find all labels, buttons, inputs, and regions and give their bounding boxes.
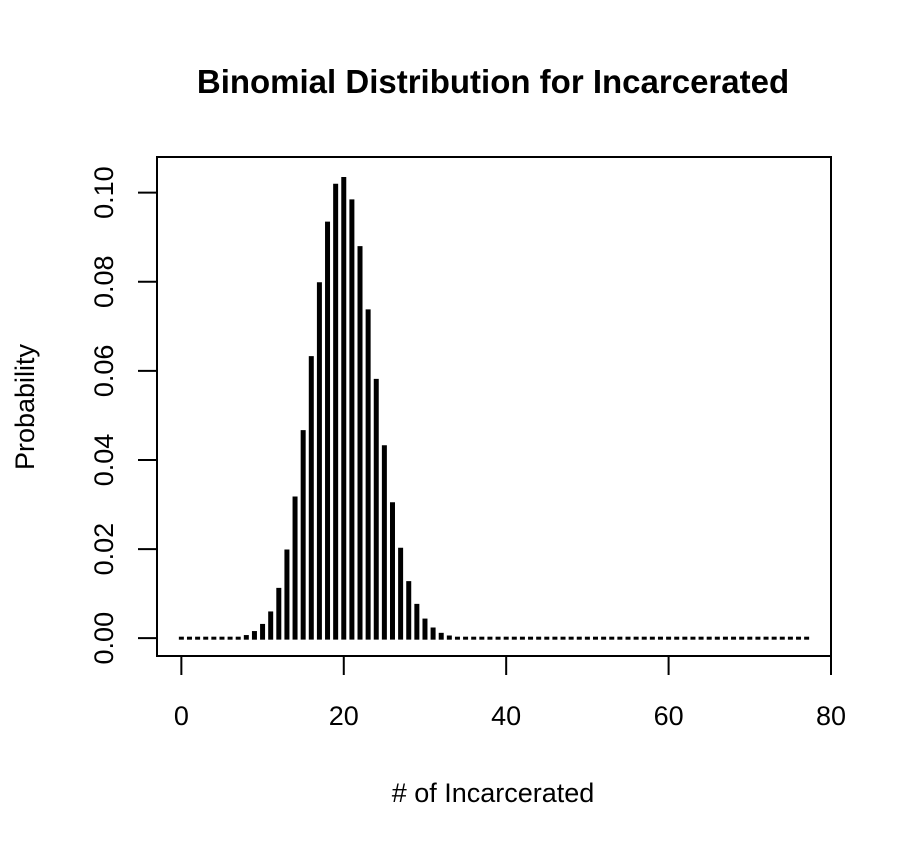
x-tick-label: 0 [174,701,189,731]
plot-frame [156,156,832,657]
y-tick-label: 0.04 [89,434,119,487]
y-tick-label: 0.08 [89,255,119,308]
y-axis: 0.00 0.02 0.04 0.06 0.08 0.10 [89,166,158,665]
bars-group [178,177,810,640]
y-tick-label: 0.02 [89,523,119,576]
x-axis: 0 20 40 60 80 [174,655,846,731]
x-tick-label: 20 [329,701,359,731]
y-tick-label: 0.00 [89,612,119,665]
x-axis-label: # of Incarcerated [392,778,595,808]
y-axis-label: Probability [10,343,40,470]
y-tick-label: 0.06 [89,345,119,398]
y-tick-label: 0.10 [89,166,119,219]
x-tick-label: 40 [491,701,521,731]
x-tick-label: 60 [654,701,684,731]
chart-title: Binomial Distribution for Incarcerated [197,63,789,100]
x-tick-label: 80 [816,701,846,731]
